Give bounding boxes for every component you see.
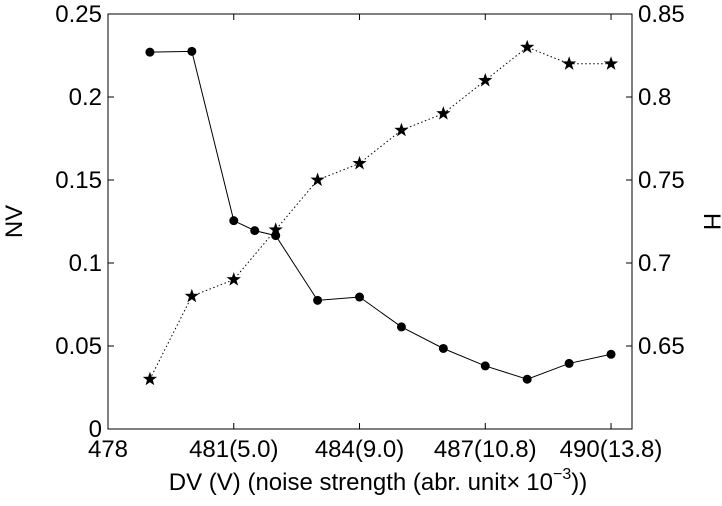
y-right-tick-label: 0.85 [638,1,685,28]
y-axis-left-label: NV [1,205,28,238]
series-1-point [145,47,155,57]
y-left-tick-label: 0.1 [69,250,102,277]
series-1-point [438,343,448,353]
x-axis-label-times: × [506,469,520,496]
series-2-point [603,56,619,70]
x-tick-label: 481(5.0) [189,436,278,463]
series-2-point [394,122,409,137]
series-1-point [606,349,616,359]
series-2-point [478,72,493,87]
series-2-point [436,106,451,120]
y-right-tick-label: 0.65 [638,333,685,360]
series-2-point [310,172,325,187]
x-tick-label: 478 [88,436,128,463]
y-left-tick-label: 0.25 [55,1,102,28]
series-2-line [149,46,612,380]
y-left-tick-label: 0.2 [69,84,102,111]
y-right-tick-label: 0.7 [638,250,671,277]
series-1-point [396,322,406,332]
x-tick-label: 484(9.0) [315,436,404,463]
series-2-point [520,39,535,54]
plot-frame [107,13,633,430]
y-right-tick-label: 0.8 [638,84,671,111]
series-1-point [250,226,260,236]
series-2-point [268,222,283,236]
series-1-point [355,292,365,302]
series-1-point [187,46,197,56]
plot-area [142,39,619,386]
series-2-point [226,272,241,286]
series-1-point [229,216,239,226]
series-1-point [522,374,532,384]
x-tick-label: 487(10.8) [434,436,537,463]
series-1-point [313,295,323,305]
y-left-tick-label: 0.05 [55,333,102,360]
series-1-line [149,50,612,380]
y-right-tick-label: 0.75 [638,167,685,194]
x-axis-label-exponent: −3 [553,466,571,483]
series-2-point [561,56,577,70]
series-1-point [480,361,490,371]
x-axis-label-close: )) [571,469,587,496]
x-axis-label-text: DV (V) (noise strength (abr. unit [169,469,507,496]
series-1-point [564,358,574,368]
series-2-point [142,371,158,386]
y-left-tick-label: 0.15 [55,167,102,194]
series-2-point [184,288,199,303]
series-2-point [352,155,367,170]
axes: 478 481(5.0) 484(9.0) 487(10.8) 490(13.8) 0 0.… [55,1,684,463]
x-tick-label: 490(13.8) [560,436,663,463]
y-axis-right-label: H [698,213,722,230]
x-axis-label-base: 10 [526,469,553,496]
y-left-tick-label: 0 [89,416,102,443]
x-axis-label: DV (V) (noise strength (abr. unit× 10−3)) [169,466,587,496]
